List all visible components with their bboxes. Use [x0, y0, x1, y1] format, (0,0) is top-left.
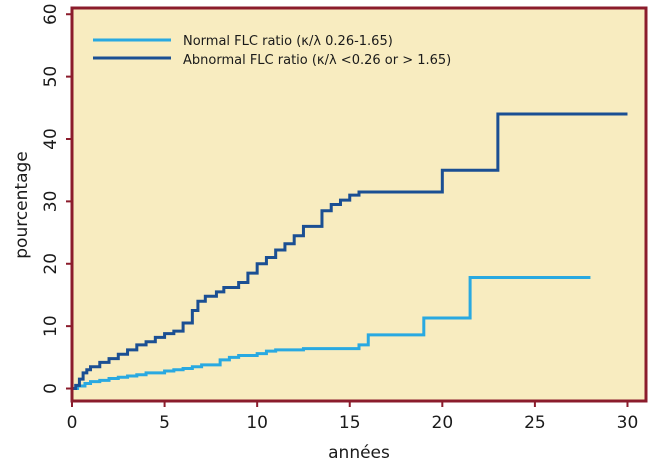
- y-tick-label: 50: [41, 66, 61, 88]
- legend: Normal FLC ratio (κ/λ 0.26-1.65) Abnorma…: [93, 34, 451, 68]
- x-axis-label: années: [328, 443, 390, 463]
- y-axis-label: pourcentage: [12, 151, 32, 259]
- y-tick-label: 40: [41, 128, 61, 150]
- y-axis-ticks: 0 10 20 30 40 50 60: [41, 3, 72, 394]
- x-axis-ticks: 0 5 10 15 20 25 30: [67, 401, 639, 433]
- x-tick-label: 0: [67, 413, 78, 433]
- series-line-normal: [72, 275, 591, 391]
- x-tick-label: 5: [159, 413, 170, 433]
- y-tick-label: 0: [41, 383, 61, 394]
- plot-frame: [70, 6, 648, 403]
- legend-label-abnormal: Abnormal FLC ratio (κ/λ <0.26 or > 1.65): [183, 53, 451, 68]
- legend-label-normal: Normal FLC ratio (κ/λ 0.26-1.65): [183, 34, 393, 49]
- y-tick-label: 20: [41, 253, 61, 275]
- x-tick-label: 30: [617, 413, 639, 433]
- y-tick-label: 10: [41, 315, 61, 337]
- y-tick-label: 60: [41, 3, 61, 25]
- series-layer: [72, 112, 628, 391]
- plot-area: [72, 8, 646, 401]
- x-tick-label: 15: [339, 413, 361, 433]
- x-tick-label: 20: [432, 413, 454, 433]
- series-line-abnormal: [72, 112, 628, 391]
- x-tick-label: 10: [246, 413, 268, 433]
- y-tick-label: 30: [41, 191, 61, 213]
- x-tick-label: 25: [524, 413, 546, 433]
